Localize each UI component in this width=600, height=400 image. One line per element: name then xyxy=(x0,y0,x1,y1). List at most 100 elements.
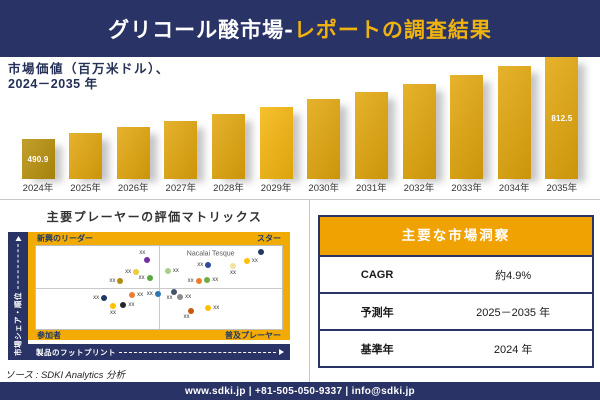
matrix-point-dot xyxy=(230,263,237,270)
y-axis-arrow-icon xyxy=(15,236,21,241)
x-axis-arrow-icon xyxy=(279,349,284,355)
bar-group: 2025年 xyxy=(66,133,106,199)
matrix-point-dot xyxy=(257,249,264,256)
matrix-point-label: xx xyxy=(230,270,237,277)
bar xyxy=(307,99,341,179)
bottom-section: 主要プレーヤーの評価マトリックス 市場シェア・順位 新興のリーダー スター Na… xyxy=(0,200,600,382)
matrix-point-label: xx xyxy=(125,268,132,275)
matrix-point-dot xyxy=(205,305,212,312)
matrix-point-dot xyxy=(144,257,151,264)
company-annotation: Nacalai Tesque xyxy=(186,250,235,258)
matrix-point-dot xyxy=(154,290,161,297)
bar xyxy=(69,133,103,179)
chart-title-line2: 2024－2035 年 xyxy=(8,77,98,91)
insights-row-label: CAGR xyxy=(360,268,394,281)
bar-year-label: 2029年 xyxy=(260,183,292,194)
bar xyxy=(354,91,388,179)
matrix-point-label: xx xyxy=(93,295,100,302)
matrix-point-dot xyxy=(146,275,153,282)
market-value-chart-section: 市場価値（百万米ドル）、 2024－2035 年 490.9 2024年 2025年… xyxy=(0,57,600,199)
insights-row-base-year: 基準年 2024 年 xyxy=(320,329,592,366)
bar-year-label: 2025年 xyxy=(70,183,101,194)
insights-row-label: 基準年 xyxy=(360,343,394,356)
header-banner: グリコール酸市場- レポートの調査結果 xyxy=(0,0,600,57)
matrix-point-dot xyxy=(133,268,140,275)
y-axis-dashed-line xyxy=(17,244,19,289)
matrix-point-label: xx xyxy=(166,295,173,302)
bar-group: 2033年 xyxy=(447,75,487,199)
bar xyxy=(497,66,531,179)
insights-header: 主要な市場洞察 xyxy=(320,217,592,255)
matrix-point-label: xx xyxy=(183,314,190,321)
insights-row-forecast: 予測年 2025－2035 年 xyxy=(320,292,592,329)
insights-row-value: 2025－2035 年 xyxy=(476,306,551,319)
bar-group: 2034年 xyxy=(494,66,534,199)
matrix-point-dot xyxy=(164,267,171,274)
bar-group: 2026年 xyxy=(113,127,153,199)
matrix-point-label: xx xyxy=(187,277,194,284)
matrix-plot: Nacalai Tesque xx xx xx xx xx xx xx xx xx xx xx xx x… xyxy=(35,245,283,330)
matrix-point-dot xyxy=(188,308,195,315)
bar-group: 2028年 xyxy=(209,113,249,199)
matrix-point-dot xyxy=(243,258,250,265)
footer-bar: www.sdki.jp | +81-505-050-9337 | info@sd… xyxy=(0,382,600,400)
matrix-point-label: xx xyxy=(138,275,145,282)
matrix-point-label: xx xyxy=(185,293,192,300)
matrix-point-label: xx xyxy=(146,290,153,297)
bar-group: 2030年 xyxy=(304,99,344,199)
footer-contact-text: www.sdki.jp | +81-505-050-9337 | info@sd… xyxy=(185,385,415,397)
insights-row-value: 2024 年 xyxy=(493,343,533,356)
matrix-point-dot xyxy=(117,278,124,285)
matrix-point-label: xx xyxy=(172,267,179,274)
bar xyxy=(259,106,293,179)
bar-year-label: 2024年 xyxy=(22,183,54,194)
quadrant-label-top-left: 新興のリーダー xyxy=(37,234,93,243)
bar-year-label: 2030年 xyxy=(308,183,340,194)
matrix-point-label: xx xyxy=(128,301,135,308)
y-axis-label: 市場シェア・順位 xyxy=(13,292,23,356)
matrix-point-label: xx xyxy=(137,291,144,298)
quadrant-label-top-right: スター xyxy=(257,234,281,243)
insights-row-value: 約4.9% xyxy=(495,269,532,282)
quadrant-label-bottom-right: 普及プレーヤー xyxy=(225,330,281,340)
matrix-point-label: xx xyxy=(139,250,146,257)
report-title-accent: レポートの調査結果 xyxy=(293,16,492,42)
matrix-frame: 新興のリーダー スター Nacalai Tesque xx xx xx xx xx xx x… xyxy=(28,232,290,340)
matrix-point-dot xyxy=(120,301,127,308)
insights-row-cagr: CAGR 約4.9% xyxy=(320,255,592,292)
matrix-point-label: xx xyxy=(197,262,204,269)
bar xyxy=(402,83,436,179)
matrix-title: 主要プレーヤーの評価マトリックス xyxy=(46,210,263,224)
matrix-point-dot xyxy=(204,276,211,283)
chart-title-line1: 市場価値（百万米ドル）、 xyxy=(8,62,170,76)
insights-row-label: 予測年 xyxy=(360,306,394,319)
bar-group: 2031年 xyxy=(351,91,391,199)
bar-group: 2029年 xyxy=(256,106,296,199)
bar: 490.9 xyxy=(21,139,55,179)
report-title: グリコール酸市場- xyxy=(108,16,294,42)
quadrant-band-top: 新興のリーダー スター xyxy=(28,232,290,245)
bar-year-label: 2027年 xyxy=(165,183,197,194)
bar-year-label: 2034年 xyxy=(498,183,530,194)
matrix-point-dot xyxy=(129,291,136,298)
bar-year-label: 2035年 xyxy=(546,183,578,194)
evaluation-matrix-panel: 主要プレーヤーの評価マトリックス 市場シェア・順位 新興のリーダー スター Na… xyxy=(0,200,310,382)
matrix-point-label: xx xyxy=(251,258,258,265)
quadrant-label-bottom-left: 参加者 xyxy=(37,330,61,340)
bar-value-label: 812.5 xyxy=(551,113,573,123)
x-axis-strip: 製品のフットプリント xyxy=(28,344,290,360)
matrix-point-dot xyxy=(171,289,178,296)
bar-year-label: 2032年 xyxy=(403,183,435,194)
y-axis-strip: 市場シェア・順位 xyxy=(8,232,28,360)
matrix-point-dot xyxy=(109,302,116,309)
evaluation-matrix: 市場シェア・順位 新興のリーダー スター Nacalai Tesque xx xx… xyxy=(8,232,290,360)
bar-group: 490.9 2024年 xyxy=(18,139,58,199)
matrix-point-dot xyxy=(205,262,212,269)
y-axis: 市場シェア・順位 xyxy=(13,236,24,356)
chart-title: 市場価値（百万米ドル）、 2024－2035 年 xyxy=(8,62,170,92)
bar-group: 2027年 xyxy=(161,120,201,200)
matrix-point-dot xyxy=(195,277,202,284)
bar xyxy=(212,113,245,179)
x-axis-dashed-line xyxy=(119,351,276,353)
matrix-point-dot xyxy=(177,293,184,300)
